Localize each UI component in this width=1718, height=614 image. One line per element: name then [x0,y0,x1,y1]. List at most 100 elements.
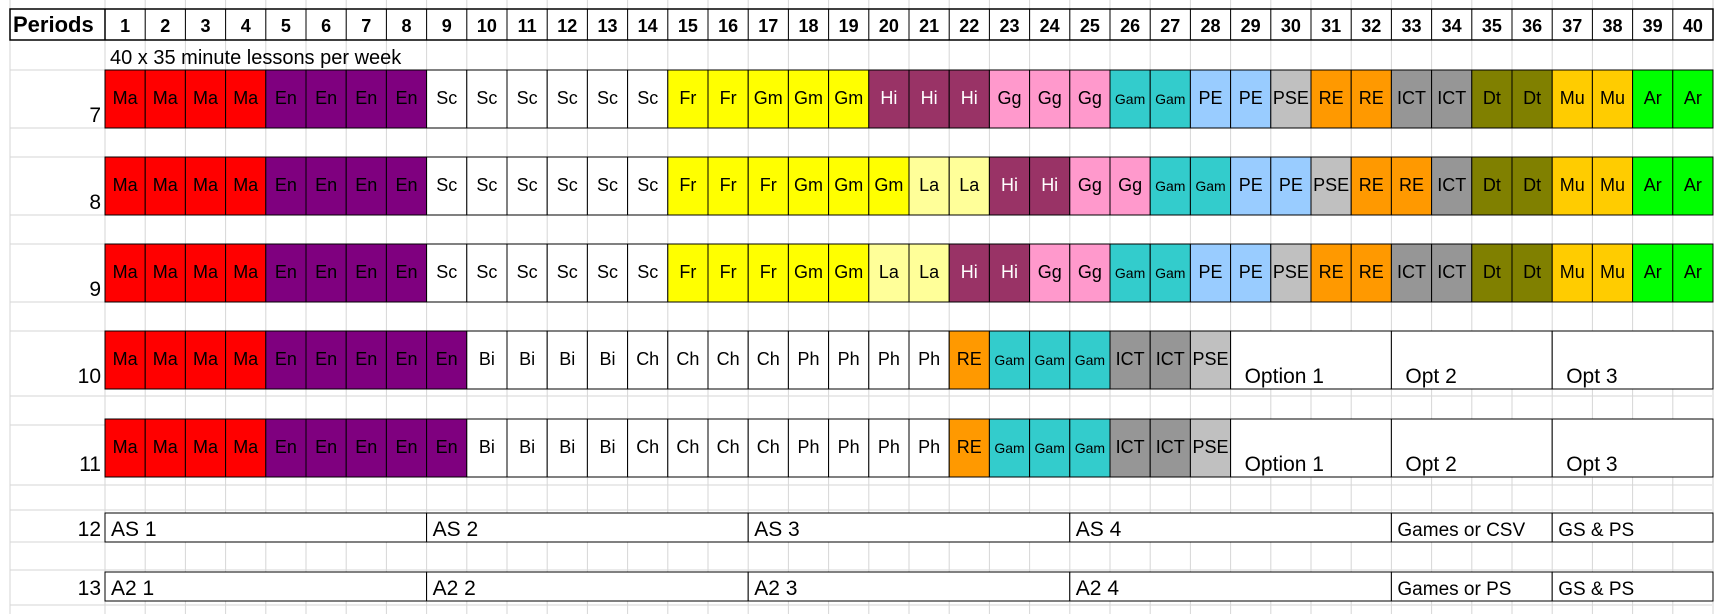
lesson-cell[interactable] [787,330,830,390]
lesson-label[interactable]: Fr [720,88,737,108]
lesson-cell[interactable] [1109,243,1151,303]
lesson-label[interactable]: Sc [557,262,578,282]
lesson-label[interactable]: Hi [1001,175,1018,195]
lesson-label[interactable]: Ma [113,175,139,195]
lesson-label[interactable]: En [436,349,458,369]
lesson-label[interactable]: Gam [994,352,1024,368]
lesson-label[interactable]: Ph [918,437,940,457]
lesson-label[interactable]: Fr [760,262,777,282]
lesson-label[interactable]: En [275,349,297,369]
lesson-label[interactable]: Gam [994,440,1024,456]
year-label[interactable]: 12 [78,518,101,541]
period-header-20[interactable]: 20 [879,16,899,36]
lesson-label[interactable]: PE [1198,88,1222,108]
lesson-cell[interactable] [1149,156,1191,216]
lesson-cell[interactable] [305,330,347,390]
lesson-label[interactable]: ICT [1116,437,1145,457]
period-header-27[interactable]: 27 [1160,16,1180,36]
lessons-per-week-note[interactable]: 40 x 35 minute lessons per week [110,47,402,69]
period-header-2[interactable]: 2 [160,16,170,36]
lesson-label[interactable]: Dt [1523,262,1541,282]
lesson-cell[interactable] [787,69,830,129]
lesson-cell[interactable] [1672,243,1714,303]
lesson-cell[interactable] [506,156,548,216]
year-label[interactable]: 8 [89,191,101,214]
lesson-label[interactable]: Mu [1560,175,1585,195]
lesson-label[interactable]: Gam [1075,352,1105,368]
lesson-label[interactable]: Bi [559,437,575,457]
lesson-cell[interactable] [1189,330,1232,390]
lesson-label[interactable]: Gg [1078,88,1102,108]
lesson-cell[interactable] [868,243,910,303]
period-header-19[interactable]: 19 [839,16,859,36]
year-label[interactable]: 10 [78,365,101,388]
lesson-cell[interactable] [787,418,830,478]
lesson-cell[interactable] [144,69,186,129]
lesson-cell[interactable] [506,69,548,129]
lesson-cell[interactable] [1591,156,1634,216]
lesson-label[interactable]: En [315,88,337,108]
lesson-label[interactable]: Gam [1155,178,1185,194]
lesson-cell[interactable] [1189,69,1232,129]
lesson-cell[interactable] [1149,69,1191,129]
periods-header-label[interactable]: Periods [13,12,94,37]
lesson-cell[interactable] [385,330,428,390]
lesson-label[interactable]: Gam [1075,440,1105,456]
lesson-label[interactable]: PSE [1192,437,1228,457]
lesson-cell[interactable] [1069,69,1111,129]
lesson-label[interactable]: Gam [1115,265,1145,281]
lesson-label[interactable]: RE [1359,88,1384,108]
lesson-label[interactable]: Ph [838,349,860,369]
lesson-label[interactable]: Gm [834,262,863,282]
lesson-cell[interactable] [345,156,387,216]
period-header-17[interactable]: 17 [758,16,778,36]
lesson-label[interactable]: Ar [1684,262,1702,282]
lesson-cell[interactable] [426,418,468,478]
option-label[interactable]: Opt 3 [1566,365,1617,388]
lesson-cell[interactable] [1632,243,1674,303]
lesson-cell[interactable] [1109,69,1151,129]
lesson-label[interactable]: Ar [1684,175,1702,195]
lesson-cell[interactable] [1270,243,1312,303]
lesson-label[interactable]: Gg [1078,175,1102,195]
lesson-label[interactable]: Ma [153,349,179,369]
lesson-cell[interactable] [144,330,186,390]
period-header-40[interactable]: 40 [1683,16,1703,36]
lesson-cell[interactable] [1109,418,1151,478]
lesson-cell[interactable] [1511,156,1553,216]
period-header-24[interactable]: 24 [1040,16,1060,36]
lesson-label[interactable]: En [395,88,417,108]
subject-block[interactable] [747,512,1071,543]
lesson-label[interactable]: Fr [720,175,737,195]
period-header-28[interactable]: 28 [1200,16,1220,36]
lesson-label[interactable]: Sc [436,175,457,195]
lesson-label[interactable]: Ch [636,349,659,369]
lesson-cell[interactable] [144,418,186,478]
lesson-label[interactable]: En [355,437,377,457]
lesson-label[interactable]: PE [1239,88,1263,108]
lesson-label[interactable]: Sc [436,262,457,282]
lesson-cell[interactable] [667,243,709,303]
lesson-label[interactable]: Sc [637,175,658,195]
lesson-label[interactable]: Sc [557,175,578,195]
lesson-label[interactable]: Sc [517,88,538,108]
lesson-cell[interactable] [1109,156,1151,216]
lesson-cell[interactable] [184,330,227,390]
period-header-14[interactable]: 14 [638,16,658,36]
lesson-cell[interactable] [1149,330,1191,390]
period-header-8[interactable]: 8 [401,16,411,36]
lesson-label[interactable]: PSE [1313,175,1349,195]
lesson-cell[interactable] [184,418,227,478]
lesson-label[interactable]: RE [1319,88,1344,108]
lesson-label[interactable]: En [315,349,337,369]
lesson-cell[interactable] [1551,156,1593,216]
lesson-cell[interactable] [627,418,669,478]
lesson-cell[interactable] [908,330,950,390]
lesson-label[interactable]: Ma [193,88,219,108]
lesson-cell[interactable] [707,418,749,478]
period-header-4[interactable]: 4 [241,16,251,36]
lesson-cell[interactable] [1672,156,1714,216]
lesson-cell[interactable] [305,69,347,129]
lesson-cell[interactable] [426,69,468,129]
subject-block[interactable] [1069,512,1392,543]
